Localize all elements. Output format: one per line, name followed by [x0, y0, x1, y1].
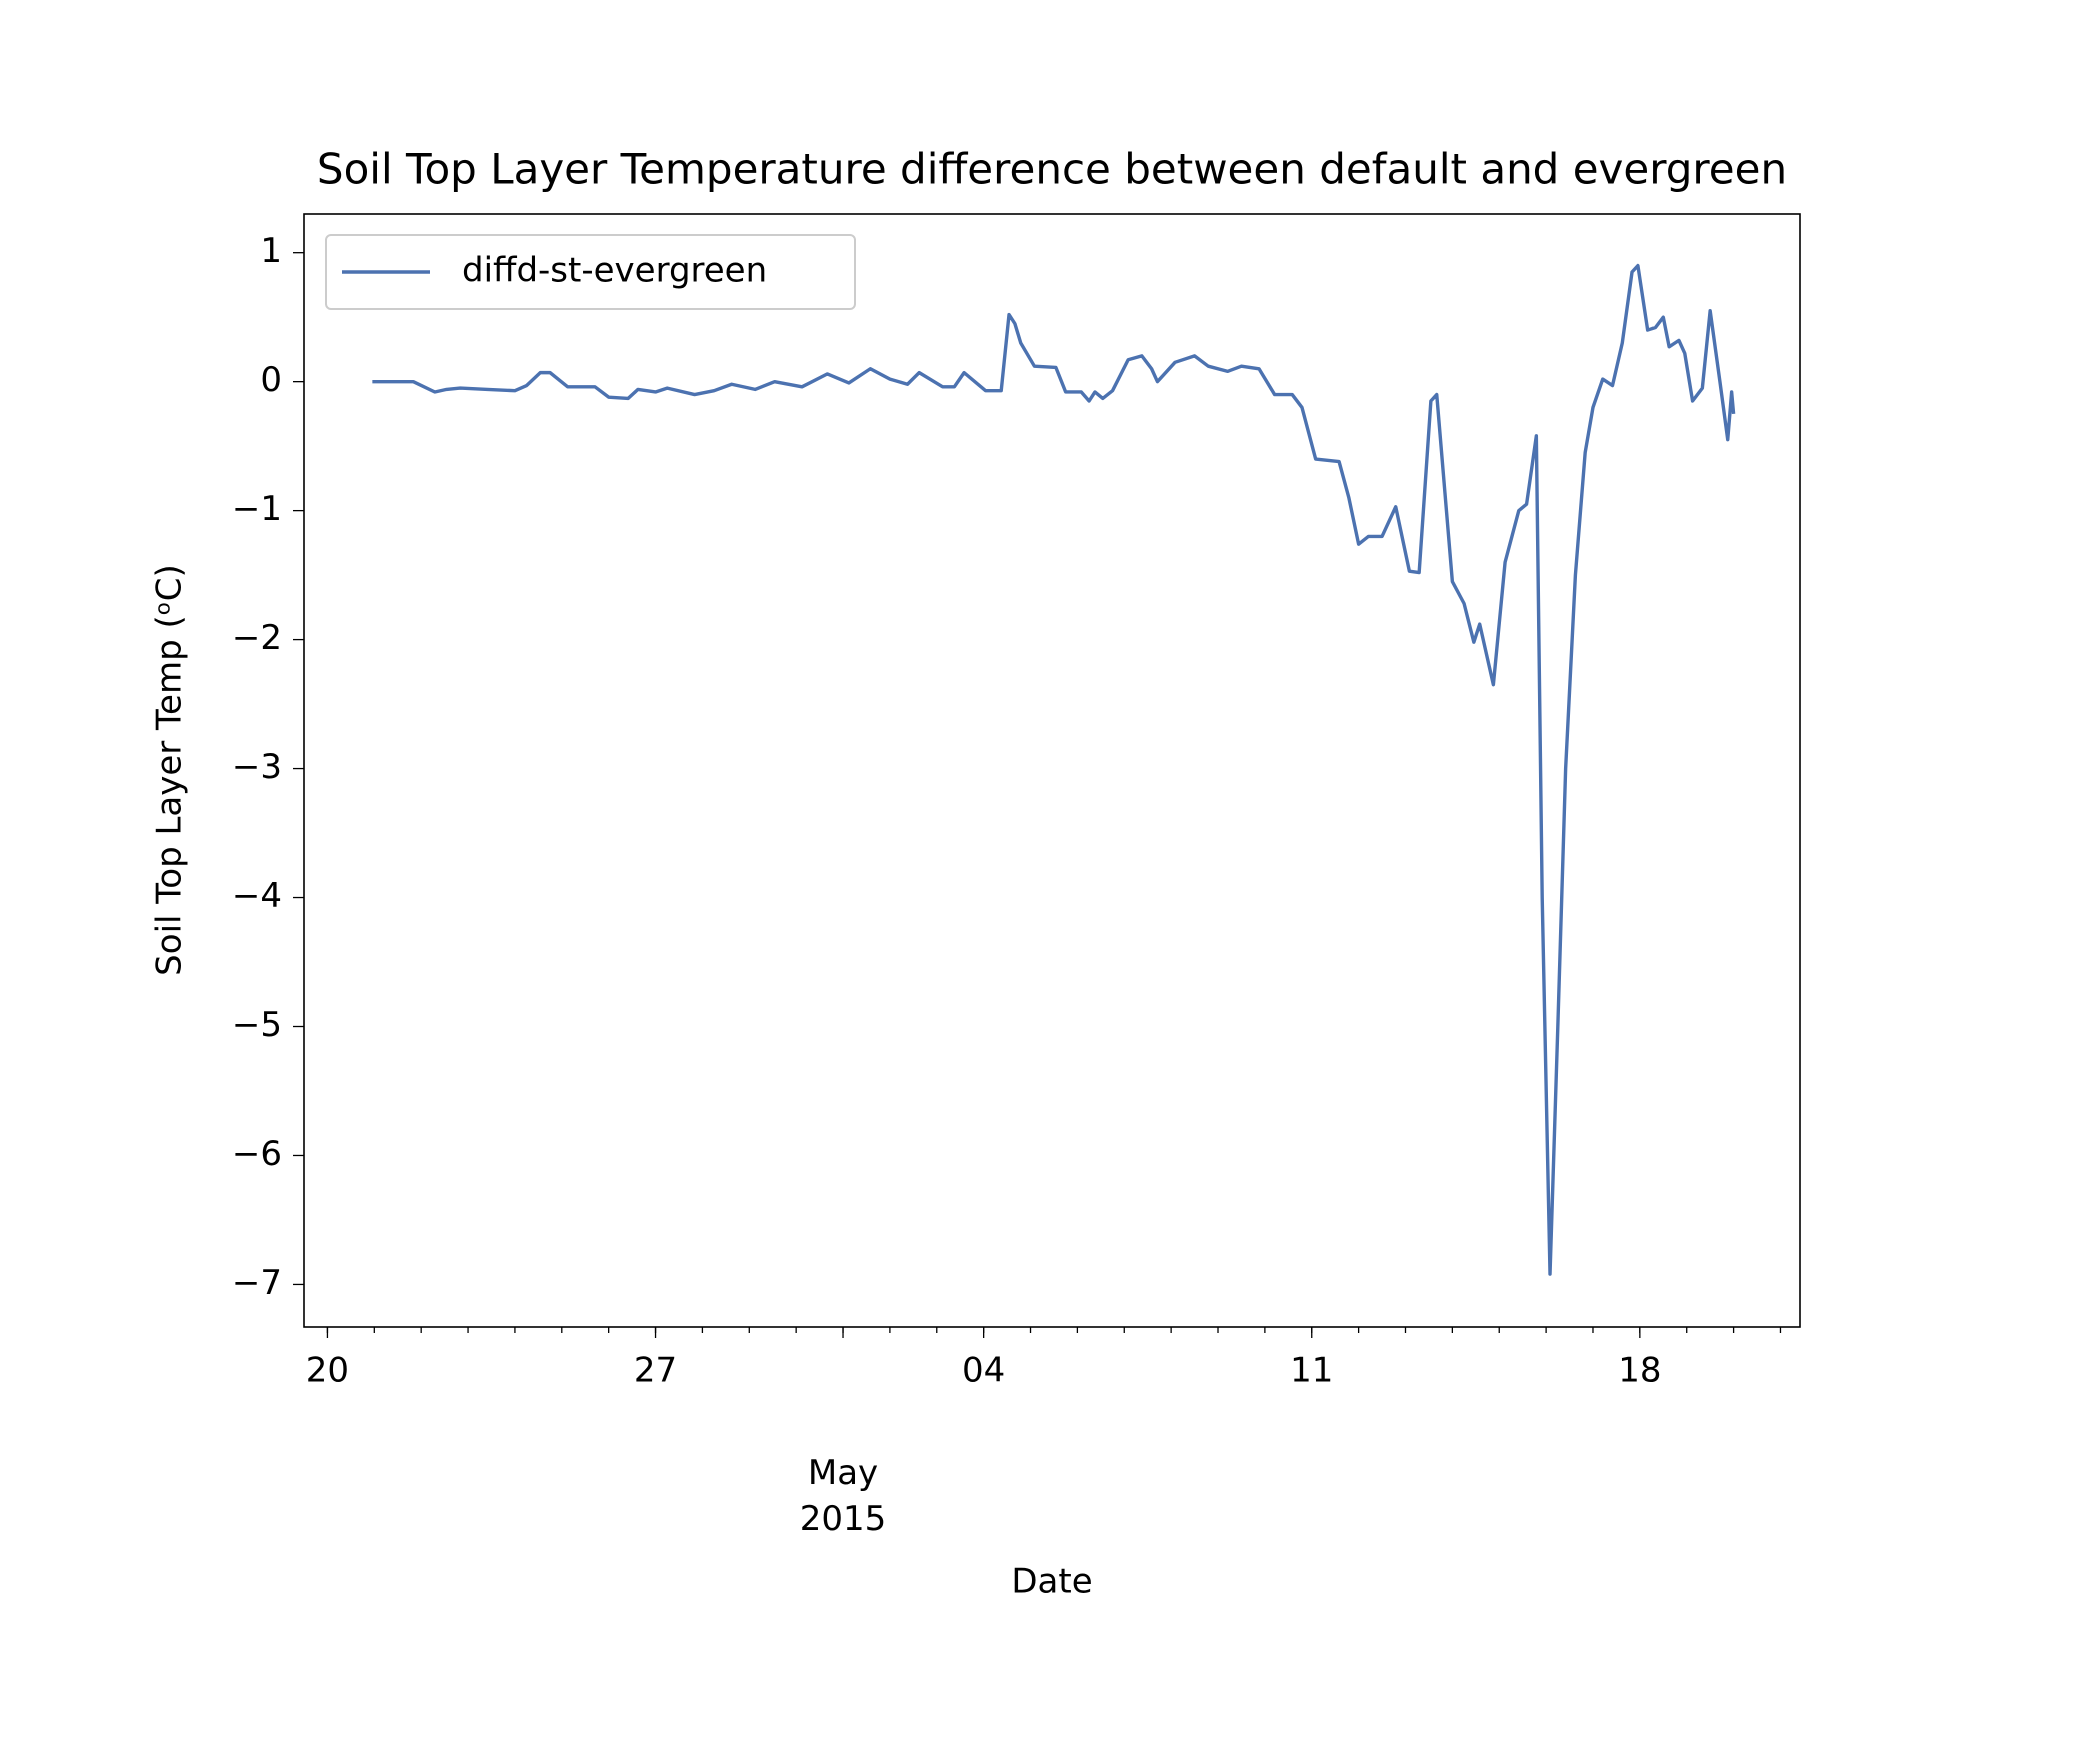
y-tick-label: −4 [232, 876, 282, 916]
plot-frame [303, 213, 1801, 1328]
y-tick-label: −7 [232, 1263, 282, 1303]
x-axis-label: Date [1011, 1562, 1092, 1602]
x-tick-label: 11 [1290, 1351, 1333, 1391]
y-axis-label: Soil Top Layer Temp (ᵒC) [150, 564, 190, 976]
x-tick-label: 04 [962, 1351, 1005, 1391]
y-tick-label: −3 [232, 747, 282, 787]
y-tick-label: −6 [232, 1134, 282, 1174]
legend-box [325, 234, 856, 310]
y-tick-label: −5 [232, 1005, 282, 1045]
y-tick-label: −2 [232, 618, 282, 658]
chart-title: Soil Top Layer Temperature difference be… [317, 145, 1787, 194]
legend-label: diffd-st-evergreen [462, 251, 767, 291]
y-tick-label: 0 [260, 360, 282, 400]
y-tick-label: 1 [260, 231, 282, 271]
x-tick-label: 20 [306, 1351, 349, 1391]
x-tick-label: 18 [1618, 1351, 1661, 1391]
y-tick-label: −1 [232, 489, 282, 529]
data-line [372, 263, 1736, 1276]
x-tick-label: May 2015 [799, 1453, 887, 1539]
x-tick-label: 27 [634, 1351, 677, 1391]
